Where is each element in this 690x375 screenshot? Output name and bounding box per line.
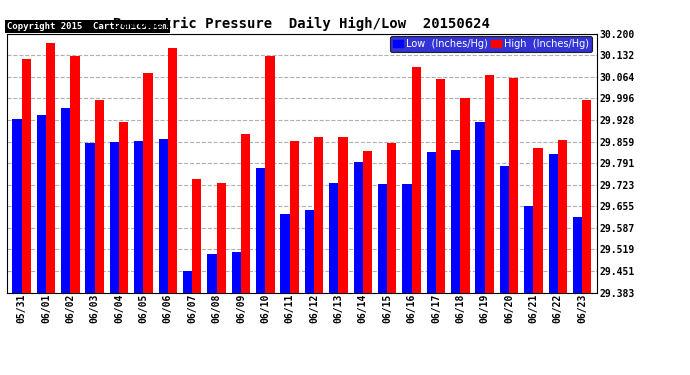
Title: Barometric Pressure  Daily High/Low  20150624: Barometric Pressure Daily High/Low 20150… [113, 17, 491, 31]
Bar [12, 118, 21, 292]
Bar [509, 78, 518, 292]
Bar [573, 217, 582, 292]
Bar [363, 151, 372, 292]
Bar [95, 100, 104, 292]
Bar [37, 116, 46, 292]
Bar [280, 214, 290, 292]
Bar [193, 179, 201, 292]
Bar [314, 136, 324, 292]
Bar [387, 143, 397, 292]
Bar [353, 162, 363, 292]
Bar [582, 100, 591, 292]
Bar [266, 56, 275, 292]
Bar [436, 79, 445, 292]
Bar [378, 184, 387, 292]
Bar [329, 183, 338, 292]
Bar [217, 183, 226, 292]
Text: Copyright 2015  Cartronics.com: Copyright 2015 Cartronics.com [7, 22, 168, 31]
Bar [144, 74, 152, 292]
Bar [232, 252, 241, 292]
Bar [338, 136, 348, 292]
Bar [183, 271, 193, 292]
Bar [451, 150, 460, 292]
Bar [290, 141, 299, 292]
Bar [61, 108, 70, 292]
Bar [70, 56, 79, 292]
Bar [21, 59, 31, 292]
Bar [426, 152, 436, 292]
Bar [46, 43, 55, 292]
Bar [159, 139, 168, 292]
Bar [484, 75, 494, 292]
Bar [475, 122, 484, 292]
Bar [500, 165, 509, 292]
Bar [558, 141, 567, 292]
Bar [533, 148, 543, 292]
Bar [549, 154, 558, 292]
Bar [134, 141, 144, 292]
Bar [119, 122, 128, 292]
Bar [241, 135, 250, 292]
Bar [86, 143, 95, 292]
Bar [168, 48, 177, 292]
Bar [411, 67, 421, 292]
Bar [305, 210, 314, 292]
Bar [207, 254, 217, 292]
Bar [524, 206, 533, 292]
Bar [402, 184, 411, 292]
Bar [110, 142, 119, 292]
Legend: Low  (Inches/Hg), High  (Inches/Hg): Low (Inches/Hg), High (Inches/Hg) [391, 36, 592, 52]
Bar [460, 98, 470, 292]
Bar [256, 168, 266, 292]
